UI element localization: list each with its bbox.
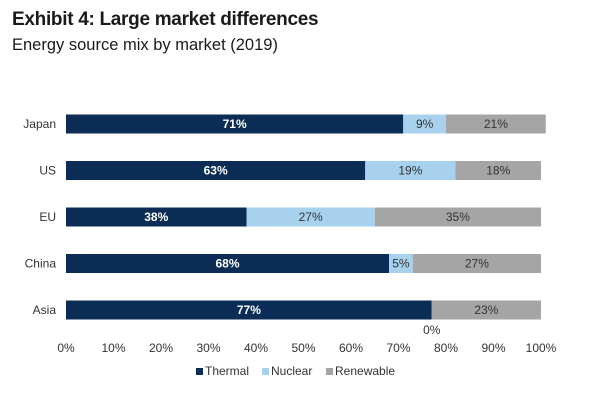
data-label-us-renewable: 18% <box>486 164 510 178</box>
data-label-eu-nuclear: 27% <box>299 210 323 224</box>
data-label-japan-thermal: 71% <box>223 117 247 131</box>
bar-us-thermal <box>66 161 366 180</box>
x-tick-label: 50% <box>291 341 315 355</box>
data-label-eu-thermal: 38% <box>144 210 168 224</box>
data-label-china-nuclear: 5% <box>392 257 410 271</box>
bar-china-renewable <box>412 254 541 273</box>
bar-japan-renewable <box>446 114 546 134</box>
legend-label-renewable: Renewable <box>335 364 395 378</box>
bar-us-renewable <box>455 161 541 180</box>
axes-group: Japan US EU China Asia 0% 10% 20% 30% 40% 50% 60% 70… <box>23 117 556 355</box>
category-label-eu: EU <box>39 210 56 224</box>
data-label-china-renewable: 27% <box>465 257 489 271</box>
legend-swatch-thermal <box>196 368 203 375</box>
data-label-japan-renewable: 21% <box>484 117 508 131</box>
x-tick-label: 30% <box>196 341 220 355</box>
bar-eu-nuclear <box>246 207 375 227</box>
legend-swatch-renewable <box>326 368 333 375</box>
data-label-asia-nuclear: 0% <box>423 323 441 337</box>
bar-china-nuclear <box>389 254 413 273</box>
x-tick-label: 0% <box>57 341 75 355</box>
x-tick-label: 60% <box>339 341 363 355</box>
bar-us-nuclear <box>365 161 456 180</box>
chart-title: Exhibit 4: Large market differences <box>12 9 319 30</box>
data-label-us-nuclear: 19% <box>398 164 422 178</box>
category-label-us: US <box>39 164 56 178</box>
x-tick-label: 10% <box>101 341 125 355</box>
bar-japan-nuclear <box>403 114 446 134</box>
legend-label-nuclear: Nuclear <box>271 364 312 378</box>
x-tick-label: 40% <box>244 341 268 355</box>
data-label-asia-thermal: 77% <box>237 303 261 317</box>
x-tick-label: 100% <box>526 341 557 355</box>
x-tick-label: 20% <box>149 341 173 355</box>
bar-asia-renewable <box>431 300 541 320</box>
bar-japan-thermal <box>66 114 404 134</box>
bar-eu-thermal <box>66 207 247 227</box>
category-label-china: China <box>25 257 57 271</box>
category-label-japan: Japan <box>23 117 56 131</box>
bar-china-thermal <box>66 254 389 273</box>
x-tick-label: 70% <box>386 341 410 355</box>
data-label-us-thermal: 63% <box>204 164 228 178</box>
data-label-eu-renewable: 35% <box>446 210 470 224</box>
data-labels-group: 71% 9% 21% 63% 19% 18% 38% 27% 35% 68% 5% 27% 77% 0% 2… <box>144 117 510 337</box>
data-label-asia-renewable: 23% <box>474 303 498 317</box>
data-label-japan-nuclear: 9% <box>416 117 434 131</box>
data-label-china-thermal: 68% <box>215 257 239 271</box>
legend-label-thermal: Thermal <box>205 364 249 378</box>
legend-swatch-nuclear <box>262 368 269 375</box>
bar-eu-renewable <box>374 207 541 227</box>
x-tick-label: 80% <box>434 341 458 355</box>
bar-asia-thermal <box>66 300 432 320</box>
chart-subtitle: Energy source mix by market (2019) <box>12 36 278 54</box>
x-tick-label: 90% <box>481 341 505 355</box>
bars-group <box>66 114 546 320</box>
legend: Thermal Nuclear Renewable <box>196 364 395 378</box>
category-label-asia: Asia <box>33 303 57 317</box>
